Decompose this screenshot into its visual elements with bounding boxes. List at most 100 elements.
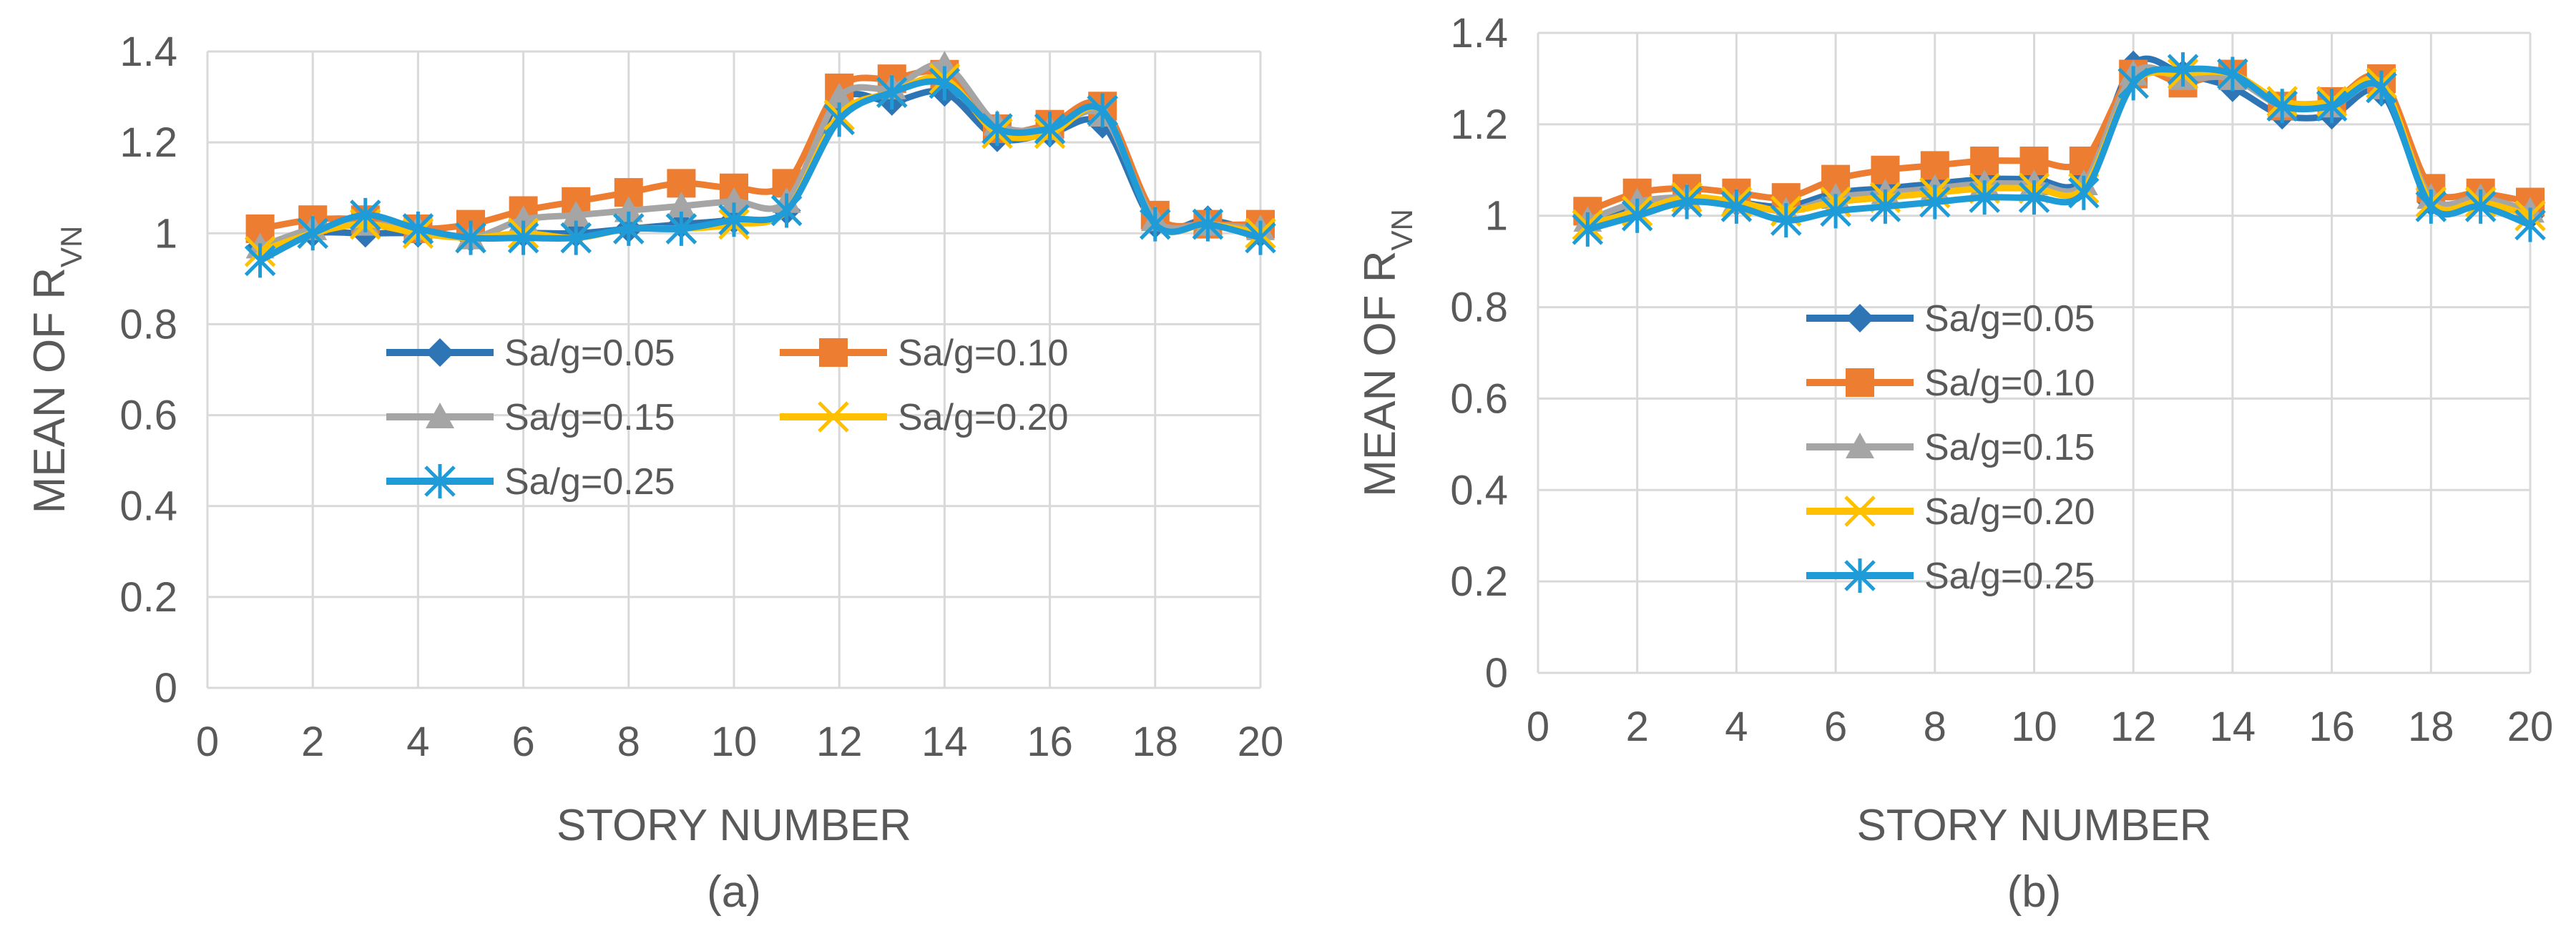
legend-marker [819,338,848,367]
legend-marker [426,403,454,428]
legend: Sa/g=0.05 Sa/g=0.10 Sa/g=0.15 Sa/g=0.20 Sa/g… [1806,298,2095,597]
x-tick-label: 16 [1027,719,1073,765]
data-point [297,216,328,251]
data-point [2415,189,2447,224]
legend-item: Sa/g=0.20 [1806,491,2095,533]
y-tick-label: 1.2 [1450,102,1508,148]
data-point [1969,180,2000,215]
x-tick-label: 14 [921,719,968,765]
legend: Sa/g=0.05 Sa/g=0.10 Sa/g=0.15 Sa/g=0.20 Sa/g… [386,332,1069,503]
data-point [1869,189,1901,224]
x-tick-label: 0 [1527,704,1549,750]
y-tick-label: 1.4 [1450,10,1508,56]
data-point [2217,56,2248,92]
data-point [1720,189,1753,224]
x-axis-label: STORY NUMBER [1856,801,2211,850]
data-point [825,82,854,109]
data-point [1087,93,1118,128]
legend-marker [1844,558,1876,593]
legend-item: Sa/g=0.25 [386,461,675,503]
y-tick-label: 1.4 [119,29,177,75]
series-layer [244,51,1276,278]
x-tick-label: 10 [711,719,758,765]
legend-marker [1846,304,1874,332]
legend-marker [818,401,849,433]
x-tick-label: 14 [2210,704,2256,750]
chart-panel-b: 0 0.2 0.4 0.6 0.8 1 1.2 1.4 0 2 4 6 8 10 12 14 16 18 20 M… [1356,10,2553,917]
x-tick-label: 2 [301,719,324,765]
series-Sa/g=0.25 [1572,52,2546,247]
x-tick-label: 16 [2308,704,2355,750]
data-point [720,187,748,213]
y-tick-label: 0 [155,665,177,711]
data-point [665,211,697,246]
data-point [455,220,486,255]
series-layer [1572,50,2546,247]
chart-panel-a: 0 0.2 0.4 0.6 0.8 1 1.2 1.4 0 2 4 6 8 10 12 14 16 18 20 M… [25,29,1283,917]
series-Sa/g=0.25 [244,66,1276,278]
x-tick-label: 12 [816,719,863,765]
x-tick-label: 8 [617,719,640,765]
data-point [876,75,908,110]
legend-label: Sa/g=0.15 [504,397,675,438]
gridlines [206,50,1262,689]
legend-marker [424,464,456,498]
y-tick-label: 0.2 [1450,558,1508,605]
data-point [1671,184,1703,220]
y-tick-label: 0 [1485,650,1508,696]
data-point [2366,70,2397,105]
y-tick-label: 1 [155,210,177,257]
legend-marker [1846,433,1874,458]
x-axis-label: STORY NUMBER [557,801,911,850]
y-tick-label: 0.8 [119,301,177,348]
x-tick-label: 8 [1924,704,1946,750]
data-point [560,220,592,255]
y-tick-label: 1.2 [119,119,177,166]
data-point [1820,194,1851,229]
data-point [2167,52,2199,87]
y-tick-label: 0.6 [119,393,177,439]
legend-item: Sa/g=0.15 [1806,427,2095,468]
data-point [770,193,803,228]
data-point [2316,89,2348,124]
legend-item: Sa/g=0.20 [780,397,1069,438]
legend-label: Sa/g=0.05 [1924,298,2095,340]
legend-label: Sa/g=0.05 [504,332,675,374]
x-tick-label: 4 [1725,704,1748,750]
legend-item: Sa/g=0.05 [386,332,675,374]
panel-caption: (a) [707,867,761,917]
gridlines [1537,31,2532,674]
data-point [1919,184,1951,220]
y-tick-label: 1 [1485,193,1508,240]
legend-label: Sa/g=0.20 [898,397,1069,438]
data-point [2266,89,2298,124]
legend-label: Sa/g=0.10 [1924,363,2095,404]
data-point [1034,112,1066,147]
data-point [244,243,276,278]
y-tick-label: 0.4 [119,483,177,530]
data-point [1572,212,1604,247]
legend-item: Sa/g=0.10 [780,332,1069,374]
legend-marker [426,338,454,367]
y-axis-label: MEAN OF RVN [1356,209,1419,497]
data-point [2018,180,2050,215]
data-point [1770,203,1802,238]
data-point [2514,207,2546,242]
x-tick-label: 0 [196,719,219,765]
data-point [1245,220,1276,255]
x-tick-label: 4 [406,719,429,765]
x-tick-labels: 0 2 4 6 8 10 12 14 16 18 20 [1527,704,2553,750]
y-tick-label: 0.6 [1450,375,1508,422]
panel-caption: (b) [2007,867,2062,917]
data-point [718,202,750,237]
legend-item: Sa/g=0.15 [386,397,675,438]
x-tick-label: 2 [1626,704,1649,750]
y-tick-labels: 0 0.2 0.4 0.6 0.8 1 1.2 1.4 [119,29,177,711]
x-tick-label: 6 [511,719,534,765]
x-tick-label: 20 [1238,719,1284,765]
data-point [823,102,855,137]
data-point [1192,207,1224,242]
data-point [613,211,645,246]
y-axis-label: MEAN OF RVN [25,226,88,514]
